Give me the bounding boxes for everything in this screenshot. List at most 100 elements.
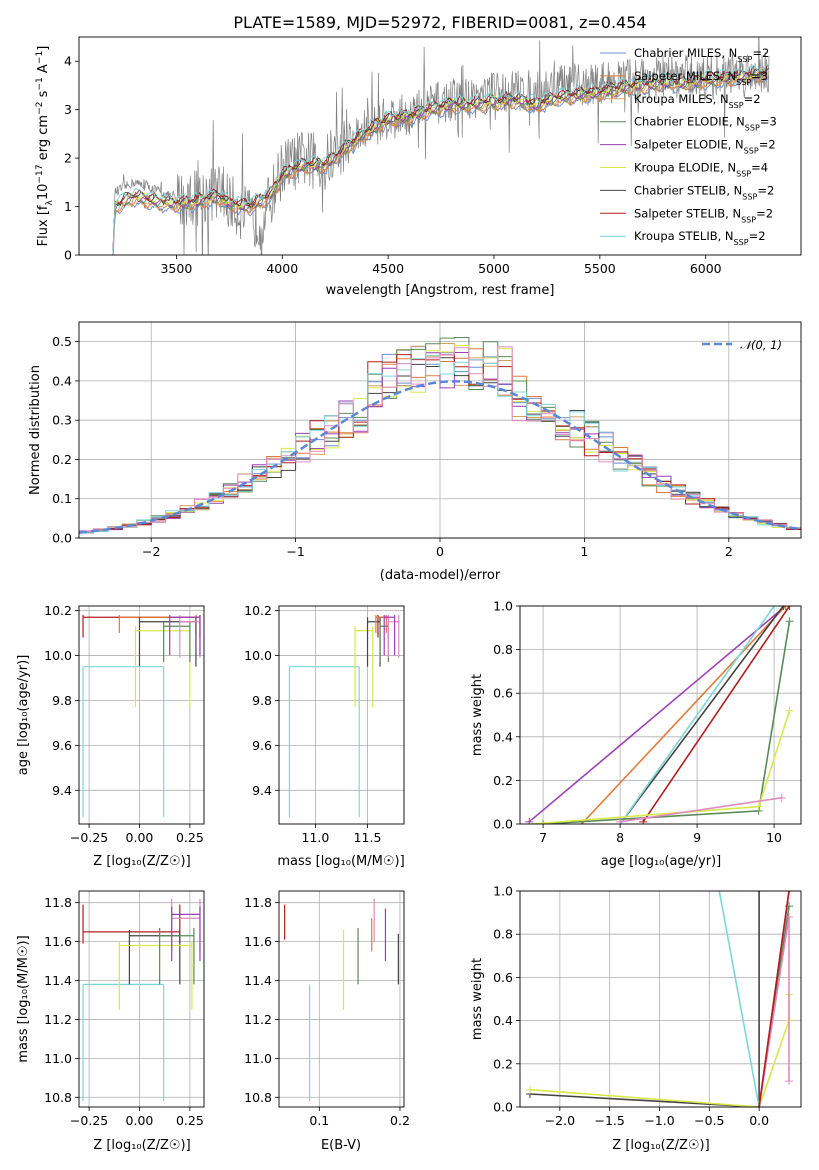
y-tick-label: 9.4 <box>52 783 72 798</box>
weight-marker-6-0 <box>755 1103 764 1107</box>
y-tick-label: 11.0 <box>44 1051 72 1066</box>
axes-frame <box>278 605 405 825</box>
x-tick-label: 9 <box>693 830 701 845</box>
label-part: s <box>36 90 51 101</box>
mass_vs_ebv-panel <box>275 891 404 1111</box>
x-tick-label: 3500 <box>160 261 192 276</box>
y-tick-label: 0.6 <box>493 970 513 985</box>
label-part: SSP <box>729 100 744 109</box>
y-tick-label: 11.8 <box>244 895 272 910</box>
y-tick-label: 1 <box>64 199 72 214</box>
x-tick-label: 11.0 <box>302 830 330 845</box>
spectrum-panel <box>75 60 707 259</box>
label-part: =2 <box>759 138 776 152</box>
x-tick-label: 10 <box>766 830 782 845</box>
y-tick-label: 0.4 <box>493 1013 513 1028</box>
y-tick-label: 1.0 <box>493 599 513 614</box>
legend-entry: Salpeter MILES, NSSP=3 <box>634 69 768 87</box>
x-tick-label: −1.0 <box>644 1113 674 1128</box>
label-part: −2 <box>35 102 45 115</box>
mass_vs_ebv-marks <box>284 898 399 1102</box>
label-part: Salpeter STELIB, N <box>634 206 741 220</box>
axes-frame <box>278 890 405 1108</box>
label-part: Salpeter MILES, N <box>634 69 736 83</box>
label-part: Flux [f <box>36 205 51 246</box>
y-tick-label: 10.0 <box>44 648 72 663</box>
model-line-2 <box>112 71 769 255</box>
weight-line-2 <box>718 891 760 1107</box>
age_vs_mass-panel <box>275 606 404 828</box>
label-part: SSP <box>744 146 759 155</box>
y-tick-label: 11.8 <box>44 895 72 910</box>
label-part: λ <box>45 200 55 206</box>
weight-line-4 <box>642 606 791 823</box>
legend-entry: Kroupa ELODIE, NSSP=4 <box>634 161 768 179</box>
weight-line-3 <box>619 606 775 824</box>
hist-step-8 <box>79 354 801 534</box>
mass_vs_Z-marks <box>82 898 201 1102</box>
label-part: 10 <box>36 184 51 201</box>
weight-marker-4-1 <box>785 606 794 610</box>
axes-frame <box>78 605 205 825</box>
hist-step-2 <box>79 343 801 534</box>
y-tick-label: 11.4 <box>44 973 72 988</box>
x-tick-label: −2 <box>142 544 160 559</box>
axes-frame <box>519 890 802 1108</box>
y-tick-label: 0.0 <box>52 531 72 546</box>
weight-marker-1-0 <box>525 1085 534 1094</box>
x-axis-label: (data-model)/error <box>380 568 501 583</box>
weight-line-0 <box>529 891 760 1107</box>
label-part: Kroupa MILES, N <box>634 92 729 106</box>
label-part: ] <box>36 46 51 51</box>
weight-line-7 <box>619 797 782 823</box>
label-part: =2 <box>752 46 769 60</box>
x-tick-label: 8 <box>616 830 624 845</box>
label-part: =3 <box>760 115 777 129</box>
label-part: SSP <box>737 55 752 64</box>
y-tick-label: 10.8 <box>44 1090 72 1105</box>
y-tick-label: 0.2 <box>493 773 513 788</box>
weight-marker-5-2 <box>785 617 794 626</box>
label-part: Chabrier STELIB, N <box>634 183 742 197</box>
weight-line-5 <box>543 621 791 824</box>
x-tick-label: 0.1 <box>309 1113 329 1128</box>
x-axis-label: Z [log₁₀(Z/Z☉)] <box>93 854 190 869</box>
x-axis-label: E(B-V) <box>321 1138 361 1153</box>
label-part: =2 <box>744 92 761 106</box>
label-part: −1 <box>35 51 45 64</box>
label-part: =2 <box>757 183 774 197</box>
y-tick-label: 0.0 <box>493 1100 513 1115</box>
axes-frame <box>519 605 802 825</box>
x-tick-label: 0.0 <box>749 1113 769 1128</box>
x-axis-label: age [log₁₀(age/yr)] <box>601 854 722 869</box>
label-part: Kroupa STELIB, N <box>634 229 734 243</box>
label-part: Kroupa ELODIE, N <box>634 161 736 175</box>
legend-entry: Salpeter ELODIE, NSSP=2 <box>634 138 776 156</box>
y-tick-label: 9.8 <box>252 693 272 708</box>
y-tick-label: 2 <box>64 151 72 166</box>
y-tick-label: 0.8 <box>493 642 513 657</box>
x-tick-label: −0.5 <box>694 1113 724 1128</box>
weight-line-1 <box>581 606 787 824</box>
label-part: =2 <box>749 229 766 243</box>
label-part: =4 <box>751 161 768 175</box>
x-tick-label: 2 <box>725 544 733 559</box>
label-part: A <box>36 64 51 77</box>
model-line-8 <box>112 62 769 255</box>
x-tick-label: −1.5 <box>595 1113 625 1128</box>
y-tick-label: 10.2 <box>44 603 72 618</box>
weight-marker-1-1 <box>781 606 790 610</box>
label-part: −17 <box>35 164 45 183</box>
y-tick-label: 9.4 <box>252 783 272 798</box>
spectrum-marks <box>112 37 770 255</box>
weight-marker-7-1 <box>777 793 786 802</box>
x-tick-label: −0.25 <box>70 830 108 845</box>
weight-marker-0-2 <box>755 891 764 895</box>
label-part: SSP <box>734 238 749 247</box>
y-tick-label: 4 <box>64 54 72 69</box>
x-axis-label: Z [log₁₀(Z/Z☉)] <box>612 1138 709 1153</box>
x-tick-label: 0.25 <box>176 830 204 845</box>
x-tick-label: 0.25 <box>176 1113 204 1128</box>
x-tick-label: 5500 <box>584 261 616 276</box>
